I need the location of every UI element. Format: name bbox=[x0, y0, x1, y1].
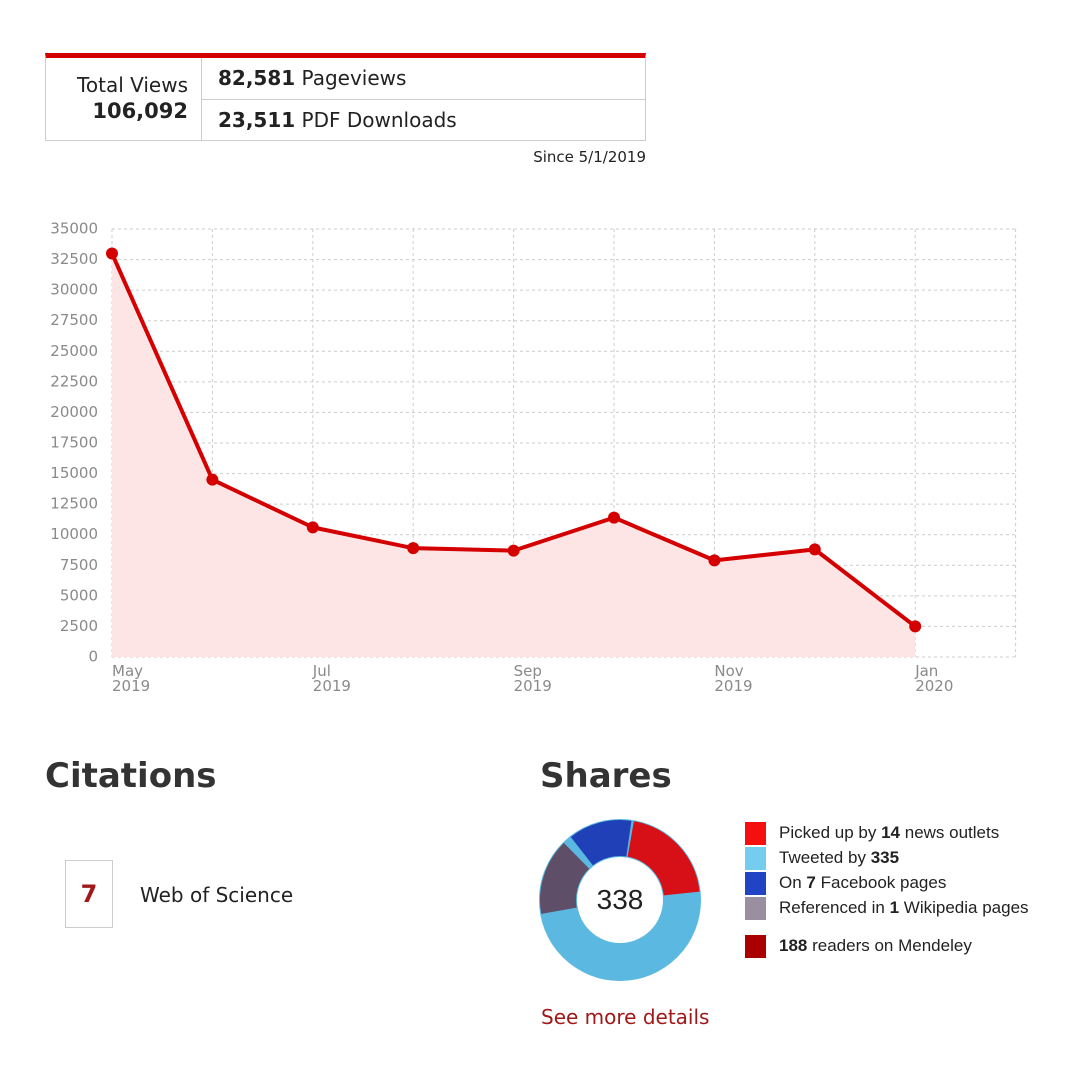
legend-number: 188 bbox=[779, 936, 808, 955]
y-tick-label: 20000 bbox=[50, 403, 98, 421]
y-tick-label: 5000 bbox=[60, 586, 98, 604]
y-tick-label: 2500 bbox=[60, 617, 98, 635]
area bbox=[112, 253, 916, 657]
x-tick-label: Sep 2019 bbox=[513, 662, 552, 695]
number: 82,581 bbox=[218, 66, 296, 90]
legend-number: 14 bbox=[881, 823, 900, 842]
point bbox=[909, 620, 922, 633]
label: Pageviews bbox=[301, 66, 407, 90]
shares-title: Shares bbox=[540, 756, 672, 796]
legend-swatch bbox=[745, 847, 766, 870]
legend-entry: Tweeted by 335 bbox=[779, 848, 899, 868]
legend-before: Picked up by bbox=[779, 823, 877, 842]
y-tick-label: 12500 bbox=[50, 495, 98, 513]
legend-after: readers on Mendeley bbox=[812, 936, 972, 955]
legend-after: Facebook pages bbox=[820, 873, 947, 892]
number: 23,511 bbox=[218, 108, 296, 132]
point bbox=[306, 521, 319, 534]
y-tick-label: 25000 bbox=[50, 342, 98, 360]
legend-entry: Picked up by 14 news outlets bbox=[779, 823, 999, 843]
since: Since 5/1/2019 bbox=[533, 148, 646, 166]
legend-number: 7 bbox=[806, 873, 816, 892]
x-tick-label: Jul 2019 bbox=[312, 662, 351, 695]
point bbox=[507, 544, 520, 557]
total-label: Total Views bbox=[77, 73, 188, 97]
y-tick-label: 17500 bbox=[50, 434, 98, 452]
score: 338 bbox=[596, 884, 644, 915]
pageviews: 82,581 Pageviews bbox=[218, 66, 406, 90]
x-tick-label: May 2019 bbox=[112, 662, 151, 695]
y-tick-label: 35000 bbox=[50, 220, 98, 238]
citation-count: 7 bbox=[65, 860, 113, 928]
legend-swatch bbox=[745, 872, 766, 895]
legend-entry: 188 readers on Mendeley bbox=[779, 936, 972, 956]
y-tick-label: 27500 bbox=[50, 311, 98, 329]
legend-entry: Referenced in 1 Wikipedia pages bbox=[779, 898, 1029, 918]
downloads: 23,511 PDF Downloads bbox=[218, 108, 457, 132]
x-tick-label: Nov 2019 bbox=[714, 662, 753, 695]
legend-entry: On 7 Facebook pages bbox=[779, 873, 946, 893]
label: PDF Downloads bbox=[301, 108, 457, 132]
divider bbox=[201, 99, 646, 100]
y-tick-label: 22500 bbox=[50, 372, 98, 390]
legend-number: 335 bbox=[870, 848, 900, 867]
point bbox=[808, 543, 821, 556]
legend-before: On bbox=[779, 873, 802, 892]
x-tick-label: Jan 2020 bbox=[915, 662, 954, 695]
citations-title: Citations bbox=[45, 756, 217, 796]
ring bbox=[540, 820, 700, 980]
y-tick-label: 32500 bbox=[50, 250, 98, 268]
total-value: 106,092 bbox=[92, 99, 188, 123]
y-tick-label: 7500 bbox=[60, 556, 98, 574]
legend-swatch bbox=[745, 822, 766, 845]
citation-source: Web of Science bbox=[140, 883, 294, 907]
ring bbox=[540, 820, 700, 981]
legend-after: Wikipedia pages bbox=[903, 898, 1029, 917]
point bbox=[608, 511, 620, 524]
point bbox=[708, 554, 721, 567]
point bbox=[106, 247, 118, 260]
y-tick-label: 30000 bbox=[50, 281, 98, 299]
legend-before: Tweeted by bbox=[779, 848, 866, 867]
chart: 0 2500 5000 7500 10000 12500 15000 17500 20000 22… bbox=[50, 220, 1017, 666]
legend-swatch bbox=[745, 935, 766, 958]
y-tick-label: 10000 bbox=[50, 525, 98, 543]
center bbox=[578, 858, 662, 942]
views-box bbox=[45, 53, 646, 141]
point bbox=[407, 542, 420, 555]
y-tick-label: 0 bbox=[88, 648, 98, 666]
legend-number: 1 bbox=[889, 898, 900, 917]
legend-swatch bbox=[745, 897, 766, 920]
details-link[interactable]: See more details bbox=[541, 1005, 710, 1029]
altmetric-donut bbox=[539, 819, 701, 981]
legend-before: Referenced in bbox=[779, 898, 885, 917]
legend-after: news outlets bbox=[904, 823, 1000, 842]
point bbox=[206, 473, 219, 486]
y-tick-label: 15000 bbox=[50, 464, 98, 482]
